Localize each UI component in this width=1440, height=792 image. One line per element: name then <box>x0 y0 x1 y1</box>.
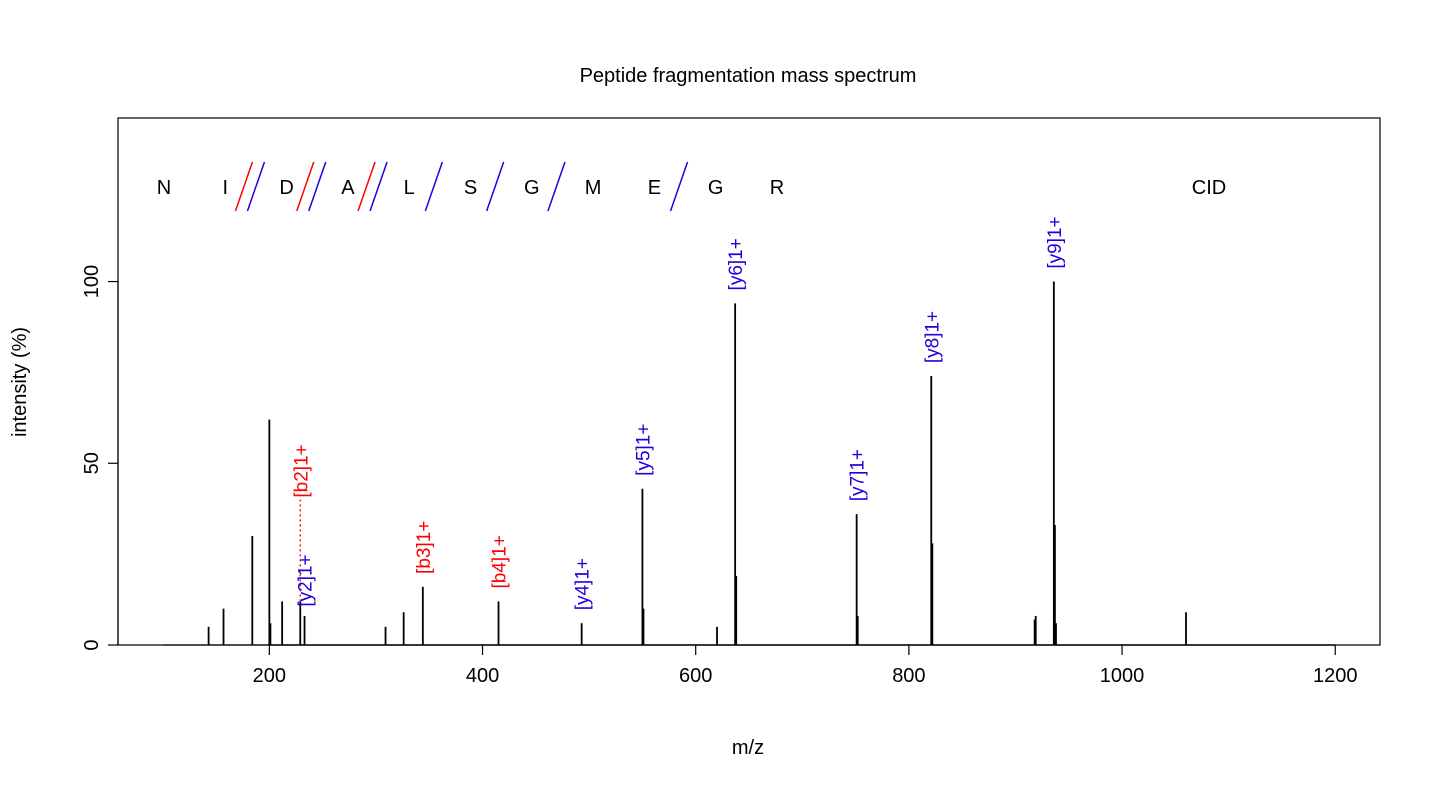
method-label: CID <box>1192 177 1226 199</box>
x-tick-label-4: 1000 <box>1100 665 1145 687</box>
residue-8: E <box>648 177 661 199</box>
residue-5: S <box>464 177 477 199</box>
annotation-label-8: [y8]1+ <box>922 311 943 363</box>
y-tick-label-0: 0 <box>81 639 103 650</box>
cleavage-y-6 <box>669 161 689 212</box>
x-tick-label-3: 800 <box>892 665 925 687</box>
chart-title: Peptide fragmentation mass spectrum <box>580 65 917 87</box>
x-tick-label-2: 600 <box>679 665 712 687</box>
y-axis: 0 50 100 <box>81 265 119 651</box>
x-tick-label-5: 1200 <box>1313 665 1358 687</box>
residue-7: M <box>585 177 602 199</box>
residue-4: L <box>404 177 415 199</box>
annotation-label-5: [y5]1+ <box>633 424 654 476</box>
residue-10: R <box>770 177 784 199</box>
annotation-layer: [b2]1+ [y2]1+ [b3]1+ [b4]1+ [y4]1+ [y5]1+ [y6]… <box>291 216 1066 610</box>
cleavage-b-2 <box>357 161 376 212</box>
y-tick-label-2: 100 <box>81 265 103 298</box>
x-axis: 200 400 600 800 1000 1200 <box>253 644 1358 687</box>
cleavage-y-4 <box>485 161 505 212</box>
y-tick-label-1: 50 <box>81 452 103 474</box>
cleavage-y-2 <box>369 161 388 212</box>
residue-6: G <box>524 177 540 199</box>
annotation-label-3: [b4]1+ <box>490 535 511 588</box>
y-axis-label: intensity (%) <box>9 327 31 437</box>
peaks-layer <box>162 281 1336 646</box>
cleavage-y-5 <box>547 161 566 212</box>
residue-0: N <box>157 177 171 199</box>
x-axis-label: m/z <box>732 737 764 759</box>
annotation-label-2: [b3]1+ <box>414 521 435 574</box>
annotation-label-0: [b2]1+ <box>291 444 312 497</box>
cleavage-y-3 <box>424 161 444 212</box>
annotation-label-1: [y2]1+ <box>296 554 317 606</box>
annotation-label-6: [y6]1+ <box>726 238 747 290</box>
cleavage-y-1 <box>308 161 327 212</box>
annotation-label-9: [y9]1+ <box>1045 216 1066 268</box>
cleavage-y-0 <box>246 161 266 212</box>
annotation-label-4: [y4]1+ <box>573 558 594 610</box>
residue-3: A <box>341 177 355 199</box>
x-tick-label-0: 200 <box>253 665 286 687</box>
x-tick-label-1: 400 <box>466 665 499 687</box>
residue-1: I <box>223 177 229 199</box>
residue-9: G <box>708 177 724 199</box>
residue-2: D <box>279 177 293 199</box>
annotation-label-7: [y7]1+ <box>848 449 869 501</box>
cleavage-b-0 <box>234 161 254 212</box>
cleavage-b-1 <box>296 161 315 212</box>
